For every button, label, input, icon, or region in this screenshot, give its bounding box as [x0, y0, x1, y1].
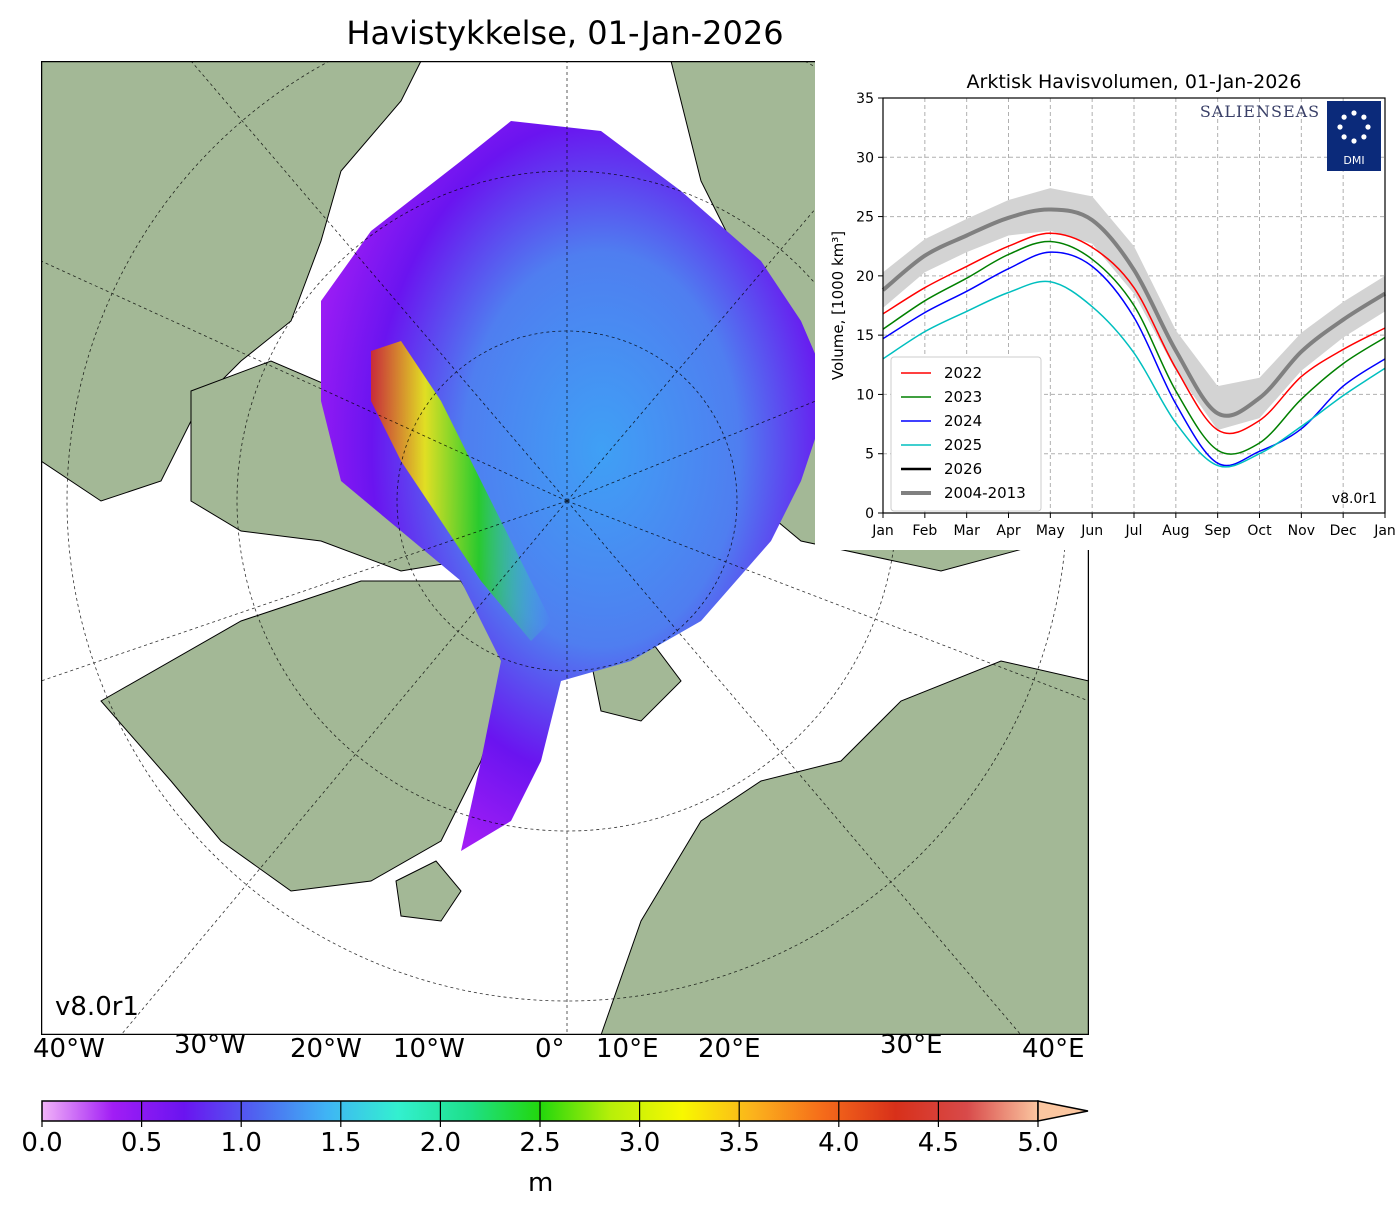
- x-tick-label: Sep: [1204, 523, 1231, 539]
- y-tick-label: 15: [856, 328, 874, 344]
- dmi-logo-star: [1361, 134, 1367, 140]
- dmi-logo-star: [1351, 110, 1357, 116]
- dmi-logo-star: [1361, 114, 1367, 120]
- lon-label-40e: 40°E: [1022, 1034, 1085, 1064]
- colorbar-tick-label: 1.5: [320, 1128, 361, 1158]
- x-tick-label: Oct: [1247, 523, 1272, 539]
- colorbar-bar: [41, 1100, 1039, 1122]
- lon-label-30w: 30°W: [174, 1030, 246, 1060]
- lon-label-20w: 20°W: [290, 1034, 362, 1064]
- land-iceland: [395, 860, 462, 922]
- legend-label-2023: 2023: [944, 388, 982, 406]
- inset-title: Arktisk Havisvolumen, 01-Jan-2026: [967, 71, 1302, 93]
- x-tick-label: May: [1036, 523, 1065, 539]
- legend-label-2004-2013: 2004-2013: [944, 484, 1026, 502]
- map-title: Havistykkelse, 01-Jan-2026: [346, 14, 784, 52]
- sea-ice-extent: [321, 121, 831, 851]
- land-scandinavia: [600, 660, 1089, 1035]
- colorbar-tick-label: 3.0: [619, 1128, 660, 1158]
- x-tick-label: Jun: [1080, 523, 1103, 539]
- land-greenland: [100, 580, 512, 892]
- colorbar-extend-arrow: [1037, 1100, 1089, 1122]
- dmi-logo-star: [1351, 138, 1357, 144]
- colorbar-tick-label: 0.5: [121, 1128, 162, 1158]
- dmi-logo-star: [1341, 134, 1347, 140]
- colorbar-unit-label: m: [528, 1168, 554, 1198]
- x-tick-label: Mar: [953, 523, 980, 539]
- colorbar-tick-label: 2.5: [519, 1128, 560, 1158]
- y-tick-label: 5: [865, 447, 874, 463]
- lon-label-30e: 30°E: [880, 1030, 943, 1060]
- x-tick-label: Jul: [1125, 523, 1143, 539]
- series-line-2004-2013: [881, 207, 1387, 418]
- y-tick-label: 0: [865, 506, 874, 522]
- inset-legend: [890, 356, 1042, 512]
- y-tick-label: 35: [856, 91, 874, 107]
- lon-label-20e: 20°E: [698, 1034, 761, 1064]
- x-tick-label: Nov: [1288, 523, 1315, 539]
- x-tick-label: Aug: [1162, 523, 1189, 539]
- series-line-2022: [882, 232, 1386, 435]
- colorbar-tick-label: 3.5: [719, 1128, 760, 1158]
- y-tick-label: 10: [856, 387, 874, 403]
- legend-label-2025: 2025: [944, 436, 982, 454]
- dmi-logo-text: DMI: [1343, 154, 1364, 167]
- lon-label-40w: 40°W: [33, 1034, 105, 1064]
- x-tick-label: Feb: [912, 523, 937, 539]
- legend-label-2026: 2026: [944, 460, 982, 478]
- colorbar-tick-label: 2.0: [420, 1128, 461, 1158]
- colorbar-tick-label: 1.0: [221, 1128, 262, 1158]
- x-tick-label: Apr: [996, 523, 1020, 539]
- dmi-logo-star: [1365, 124, 1371, 130]
- colorbar-tick-label: 4.5: [918, 1128, 959, 1158]
- y-tick-label: 25: [856, 210, 874, 226]
- colorbar-tick-label: 5.0: [1017, 1128, 1058, 1158]
- dmi-logo-star: [1341, 114, 1347, 120]
- legend-label-2024: 2024: [944, 412, 982, 430]
- lon-label-10w: 10°W: [393, 1034, 465, 1064]
- series-line-2023: [882, 240, 1386, 455]
- map-version-label: v8.0r1: [55, 992, 139, 1022]
- land-north-siberia: [41, 61, 422, 502]
- legend-label-2022: 2022: [944, 364, 982, 382]
- dmi-logo-star: [1337, 124, 1343, 130]
- y-tick-label: 30: [856, 150, 874, 166]
- colorbar-tick-label: 0.0: [21, 1128, 62, 1158]
- x-tick-label: Jan: [871, 523, 894, 539]
- inset-ylabel: Volume, [1000 km³]: [829, 231, 847, 380]
- lon-label-0: 0°: [535, 1034, 565, 1064]
- inset-version-label: v8.0r1: [1332, 491, 1377, 507]
- x-tick-label: Dec: [1330, 523, 1357, 539]
- volume-inset-chart: SALIENSEAS DMI Jan Feb Mar Apr May Jun Jul Aug Sep…: [815, 61, 1400, 550]
- salienseas-logo: SALIENSEAS: [1200, 102, 1320, 121]
- colorbar-tick-label: 4.0: [818, 1128, 859, 1158]
- lon-label-10e: 10°E: [596, 1034, 659, 1064]
- series-line-2025: [882, 280, 1386, 468]
- thick-ice-band: [371, 341, 551, 641]
- y-tick-label: 20: [856, 269, 874, 285]
- series-line-2024: [882, 251, 1386, 467]
- x-tick-label: Jan: [1373, 523, 1396, 539]
